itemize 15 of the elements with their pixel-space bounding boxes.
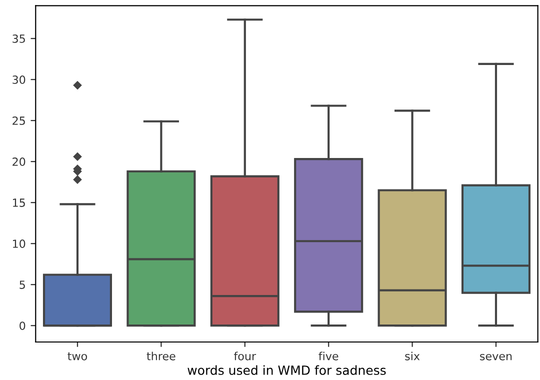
x-tick-label: seven xyxy=(480,354,512,360)
x-tick-label: two xyxy=(68,352,88,360)
y-tick-label: 15 xyxy=(13,198,25,207)
x-tick-label: five xyxy=(318,352,338,360)
x-axis-title: words used in WMD for sadness xyxy=(188,365,386,375)
y-tick-label: 25 xyxy=(12,116,25,125)
y-tick-label: 10 xyxy=(13,240,26,248)
y-tick-label: 0 xyxy=(20,322,26,330)
y-tick-label: 30 xyxy=(12,75,26,84)
y-tick-label: 20 xyxy=(12,158,26,166)
x-tick-label: three xyxy=(146,352,176,360)
x-tick-label: four xyxy=(234,352,256,360)
x-tick-label: six xyxy=(405,352,420,360)
y-tick-label: 35 xyxy=(12,34,25,43)
y-tick-label: 5 xyxy=(20,280,25,289)
